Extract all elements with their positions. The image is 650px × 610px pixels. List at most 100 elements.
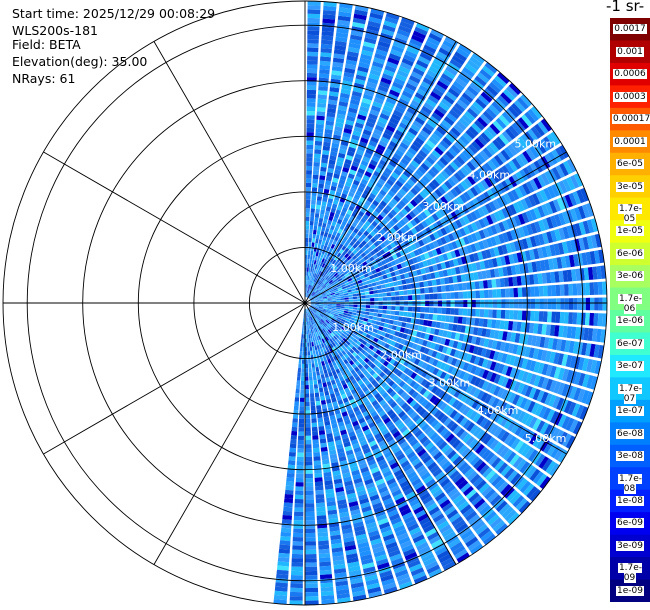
azimuth-spoke	[153, 302, 306, 565]
radar-ray	[306, 5, 369, 298]
colorbar-tick-label: 1e-07	[616, 406, 644, 417]
radar-ray	[308, 308, 470, 563]
azimuth-spoke	[304, 302, 567, 455]
colorbar-tick-label: 3e-06	[616, 271, 644, 282]
radar-ray	[308, 307, 509, 536]
colorbar-tick-label: 6e-05	[616, 159, 644, 169]
colorbar-tick-label: 0.001	[616, 46, 644, 57]
polar-grid	[2, 0, 608, 606]
radar-ray	[306, 308, 413, 590]
radar-ray	[310, 304, 598, 390]
radar-ray	[308, 44, 472, 298]
radar-ray	[310, 187, 589, 301]
radar-ray	[309, 306, 560, 477]
radar-ray	[306, 308, 398, 595]
radar-ray	[310, 303, 604, 359]
radar-ray	[309, 306, 541, 502]
radar-ray	[310, 233, 602, 302]
colorbar-tick-label: 1.7e-09	[617, 563, 643, 584]
colorbar-tick-label: 1.7e-05	[617, 203, 643, 224]
range-label: 5.00km	[515, 138, 557, 151]
colorbar-tick-label: 0.0017	[613, 24, 647, 35]
range-label: 1.00km	[330, 262, 372, 275]
azimuth-spoke	[304, 151, 567, 304]
radar-ray	[309, 307, 531, 514]
colorbar-tick-label: 1e-05	[616, 226, 644, 237]
nrays: NRays: 61	[12, 71, 76, 86]
colorbar-tick-label: 1.7e-06	[617, 293, 643, 314]
azimuth-spoke	[43, 151, 306, 304]
colorbar-tick-label: 3e-08	[616, 451, 644, 461]
radar-ray	[309, 307, 520, 525]
colorbar-tick-label: 0.0006	[613, 69, 647, 80]
field-name: Field: BETA	[12, 37, 81, 52]
radar-ray	[309, 118, 552, 300]
radar-ray	[307, 22, 430, 298]
radar-ray	[311, 303, 607, 327]
radar-ray	[306, 8, 385, 298]
radar-ray	[310, 218, 599, 302]
radar-ray	[308, 52, 485, 299]
radar-ray	[310, 304, 602, 375]
radar-ray	[310, 173, 584, 301]
azimuth-spoke	[153, 41, 306, 304]
radar-ray	[305, 1, 337, 297]
colorbar-tick-label: 6e-09	[616, 518, 644, 529]
colorbar-tick-label: 1e-09	[616, 585, 644, 596]
radar-ray	[306, 17, 415, 298]
radar-ray	[307, 308, 428, 585]
azimuth-spoke	[43, 302, 306, 455]
range-label: 2.00km	[380, 349, 422, 362]
colorbar-tick-label: 1.7e-08	[617, 473, 643, 494]
colorbar-tick-label: 3e-05	[616, 181, 644, 192]
range-label: 4.00km	[469, 169, 511, 182]
colorbar-tick-label: 0.0003	[613, 91, 647, 102]
radar-ray	[311, 281, 607, 303]
colorbar-tick-label: 0.00017	[612, 114, 650, 125]
range-label: 5.00km	[525, 432, 567, 445]
radar-ray	[310, 305, 568, 463]
colorbar-tick-label: 0.0001	[613, 136, 647, 147]
colorbar-tick-label: 3e-07	[616, 361, 644, 372]
radar-ray	[309, 306, 551, 490]
radar-ray	[308, 62, 498, 299]
radar-ray	[308, 307, 484, 555]
radar-ray	[309, 106, 543, 300]
range-label: 4.00km	[477, 404, 519, 417]
radar-ray	[306, 308, 383, 599]
radar-ray	[305, 3, 353, 298]
azimuth-spoke	[304, 302, 457, 565]
colorbar-tick-label: 6e-06	[616, 248, 644, 259]
colorbar-tick-label: 1e-06	[616, 316, 644, 327]
start-time: Start time: 2025/12/29 00:08:29	[12, 6, 216, 21]
colorbar-tick-label: 1e-08	[616, 495, 644, 506]
radar-ray	[273, 309, 305, 605]
range-label: 3.00km	[429, 376, 471, 389]
radar-ray	[311, 265, 606, 303]
radar-ray	[307, 29, 444, 298]
instrument-name: WLS200s-181	[12, 23, 98, 38]
azimuth-spoke	[304, 41, 457, 304]
radar-ray	[310, 303, 606, 343]
radar-ray	[310, 158, 577, 301]
radar-ray	[309, 131, 561, 300]
colorbar-tick-label: 6e-07	[616, 338, 644, 349]
radar-ray	[308, 307, 496, 546]
ppi-plot: 1.00km 2.00km 3.00km 4.00km 5.00km 1.00km 2.00…	[2, 0, 608, 606]
radar-ray	[289, 309, 305, 605]
colorbar-tick-label: 6e-08	[616, 428, 644, 439]
colorbar-tick-label: 3e-09	[616, 540, 644, 551]
radar-ray	[310, 305, 583, 435]
colorbar-tick-label: 1.7e-07	[617, 383, 643, 404]
radar-ray	[306, 308, 367, 602]
radar-ray	[310, 249, 605, 303]
colorbar-title: -1 sr-	[606, 0, 645, 15]
radar-ray	[307, 308, 443, 578]
radar-ray	[305, 1, 321, 297]
radar-ray	[309, 82, 522, 299]
radar-ray	[308, 72, 510, 299]
elevation: Elevation(deg): 35.00	[12, 54, 148, 69]
radar-ray	[309, 94, 533, 299]
radar-ray	[305, 308, 351, 604]
range-label: 1.00km	[332, 321, 374, 334]
